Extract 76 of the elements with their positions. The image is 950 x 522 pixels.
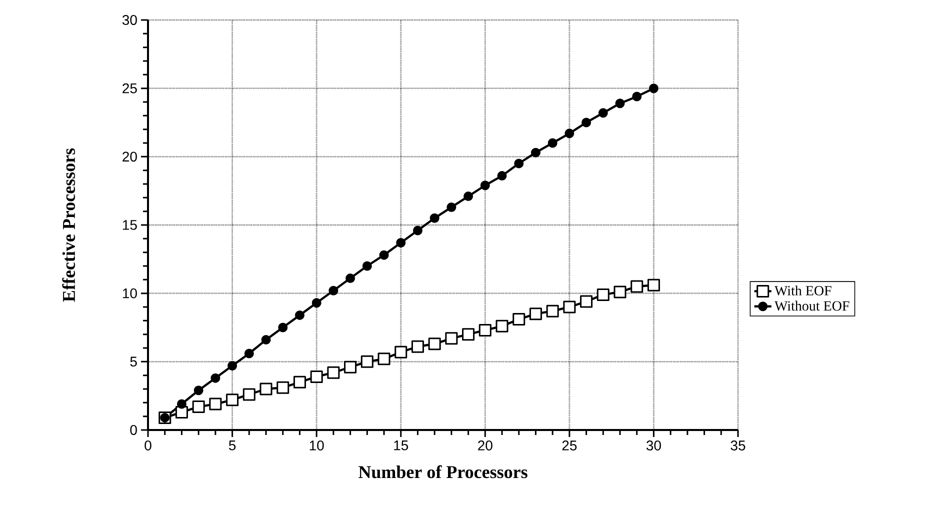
point: [464, 192, 474, 202]
point: [278, 322, 288, 332]
y-tick-label: 5: [130, 356, 137, 367]
point: [310, 370, 323, 383]
point: [563, 300, 576, 314]
x-axis-title: Number of Processors: [358, 465, 528, 478]
point: [412, 226, 422, 236]
point: [478, 324, 492, 336]
x-tick-label: 30: [646, 440, 661, 450]
point: [598, 108, 608, 118]
point: [226, 394, 239, 406]
y-tick-label: 20: [122, 152, 137, 162]
point: [176, 399, 186, 409]
point: [362, 261, 372, 271]
point: [396, 238, 406, 248]
point: [261, 335, 271, 345]
point: [546, 304, 559, 318]
point: [210, 373, 220, 383]
point: [346, 274, 356, 284]
point: [294, 310, 304, 320]
point: [530, 148, 540, 158]
point: [428, 338, 441, 350]
x-tick-label: 15: [394, 440, 408, 450]
point: [328, 286, 338, 296]
x-tick-label: 10: [310, 440, 324, 450]
point: [360, 355, 374, 368]
y-tick-label: 15: [122, 220, 137, 230]
legend-label: Without EOF: [774, 300, 850, 311]
x-tick-label: 5: [228, 440, 236, 450]
point: [260, 382, 272, 396]
point: [647, 278, 660, 292]
point: [514, 158, 524, 168]
point: [497, 171, 507, 181]
point: [548, 138, 558, 148]
point: [276, 381, 290, 394]
point: [582, 118, 592, 128]
legend-label: With EOF: [774, 286, 832, 296]
y-tick-label: 25: [122, 83, 137, 94]
point: [580, 295, 593, 308]
point: [529, 308, 542, 320]
point: [411, 340, 424, 353]
point: [480, 180, 490, 190]
point: [446, 202, 456, 212]
point: [244, 348, 254, 358]
point: [614, 286, 626, 298]
point: [378, 352, 390, 366]
x-tick-label: 20: [478, 440, 492, 450]
point: [379, 250, 389, 260]
point: [192, 400, 205, 414]
x-tick-label: 0: [144, 440, 152, 450]
point: [615, 98, 625, 108]
point: [564, 128, 574, 138]
point: [496, 320, 508, 332]
point: [312, 298, 322, 308]
point: [462, 328, 475, 341]
point: [512, 313, 526, 326]
point: [394, 346, 408, 358]
point: [445, 332, 458, 345]
y-tick-label: 30: [122, 15, 137, 25]
point: [632, 92, 642, 102]
point: [648, 84, 658, 94]
point: [327, 366, 340, 379]
y-axis-title: Effective Processors: [62, 148, 76, 302]
y-tick-label: 10: [122, 288, 137, 298]
point: [596, 288, 610, 301]
point: [194, 386, 204, 396]
point: [209, 398, 222, 410]
x-tick-label: 35: [730, 440, 746, 450]
point: [293, 376, 306, 388]
point: [630, 280, 644, 293]
point: [242, 388, 256, 401]
y-tick-label: 0: [130, 425, 137, 435]
point: [430, 213, 440, 223]
point: [228, 361, 238, 371]
x-tick-label: 25: [562, 440, 577, 450]
point: [344, 360, 357, 374]
